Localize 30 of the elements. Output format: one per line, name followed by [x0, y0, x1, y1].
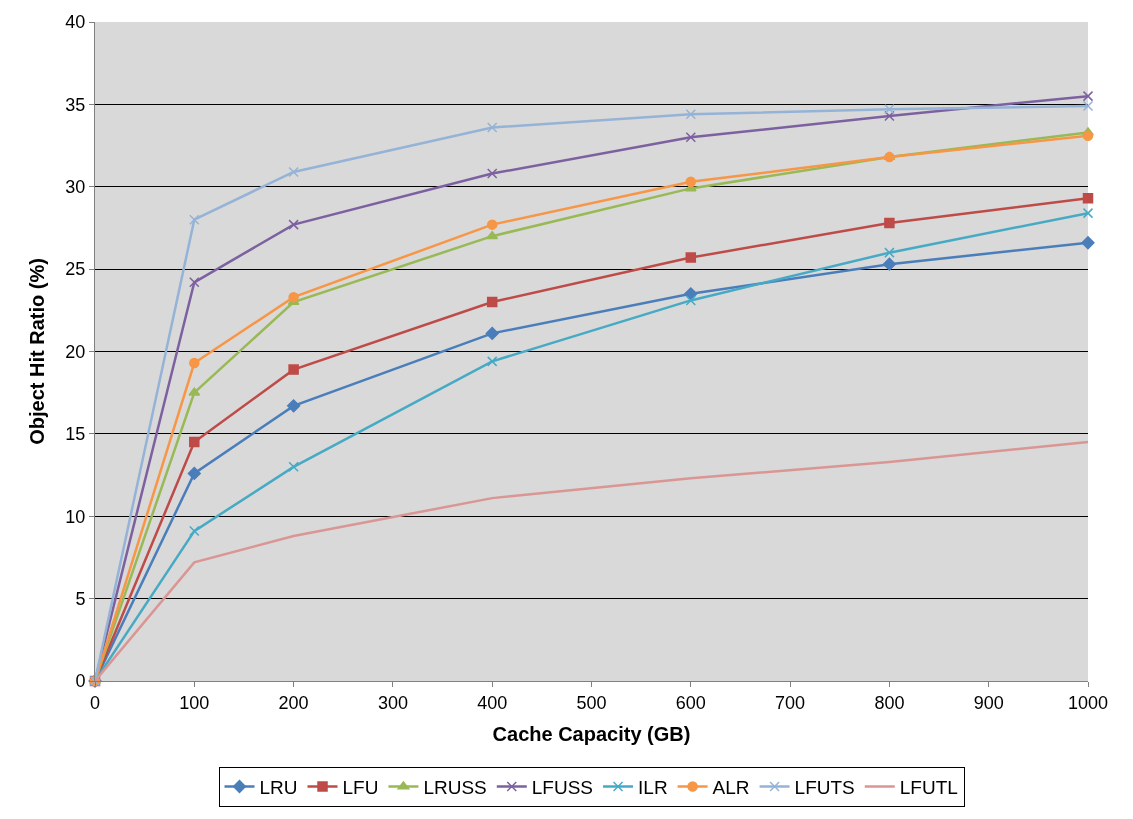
y-tick-label: 10: [65, 506, 86, 527]
y-tick-label: 5: [75, 588, 86, 609]
x-tick-label: 1000: [1067, 692, 1109, 713]
y-tick-label: 0: [75, 671, 86, 692]
y-tick-label: 30: [65, 177, 86, 198]
x-tick-label: 700: [775, 692, 806, 713]
x-tick-label: 200: [278, 692, 309, 713]
x-tick-label: 500: [576, 692, 607, 713]
legend-label: LFUTL: [899, 776, 958, 798]
x-tick-label: 400: [477, 692, 508, 713]
x-tick-label: 300: [377, 692, 408, 713]
x-tick-label: 0: [89, 692, 101, 713]
x-tick-label: 100: [179, 692, 210, 713]
y-tick-label: 20: [65, 341, 86, 362]
legend-label: LFUSS: [531, 776, 594, 798]
x-tick-label: 800: [874, 692, 905, 713]
y-tick-label: 35: [65, 94, 86, 115]
y-axis-title: Object Hit Ratio (%): [25, 258, 48, 445]
y-tick-label: 25: [65, 259, 86, 280]
legend-label: ALR: [712, 776, 750, 798]
legend-label: ILR: [638, 776, 668, 798]
x-tick-label: 900: [973, 692, 1004, 713]
legend-label: LRU: [259, 776, 298, 798]
legend-label: LFU: [342, 776, 379, 798]
y-tick-label: 15: [65, 424, 86, 445]
x-axis-title: Cache Capacity (GB): [492, 723, 691, 746]
x-tick-label: 600: [675, 692, 706, 713]
legend-label: LFUTS: [794, 776, 855, 798]
y-tick-label: 40: [65, 12, 86, 33]
legend-label: LRUSS: [423, 776, 487, 798]
